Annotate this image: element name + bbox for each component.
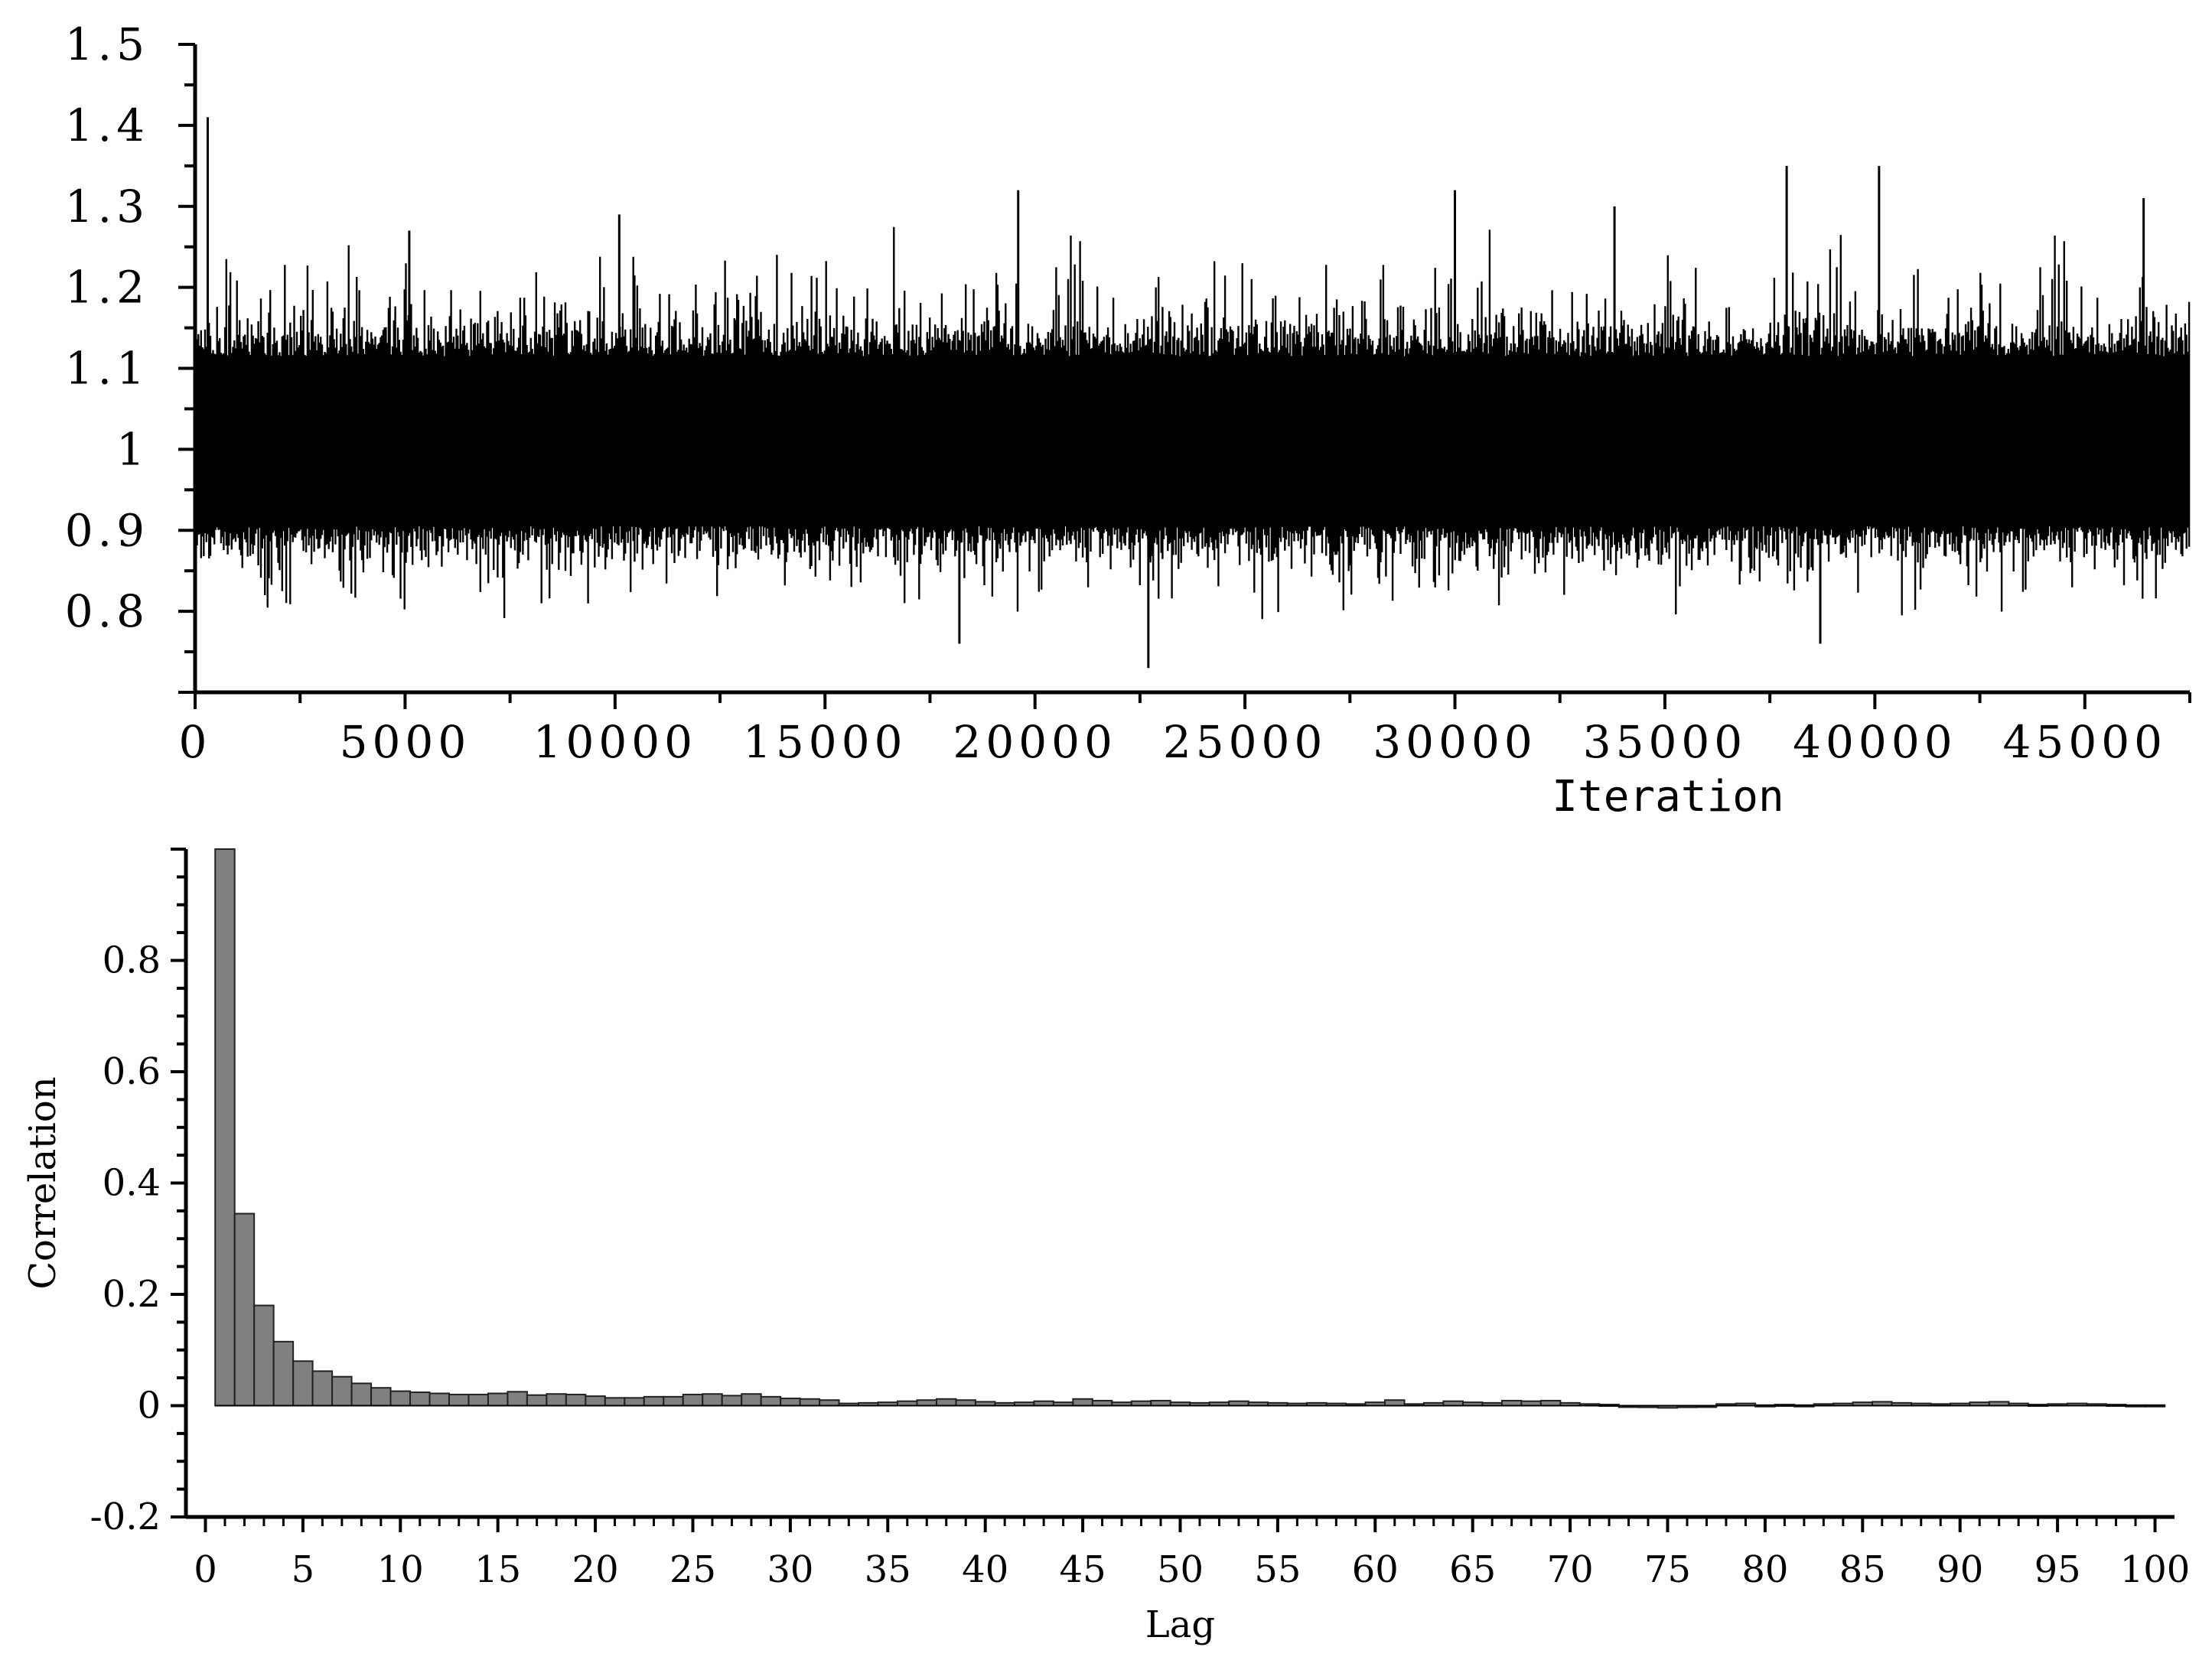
- acf-bar: [546, 1393, 567, 1407]
- acf-bar: [799, 1398, 821, 1407]
- trace-series: [194, 117, 2191, 669]
- acf-bar: [741, 1393, 762, 1407]
- autocorrelation-plot: -0.2 0 0.2 0.4 0.6 0.8 0 5 10 15 20 25 30 35 40 45 50 55…: [21, 848, 2190, 1646]
- trace-y-tick-label: 1.2: [65, 262, 149, 314]
- acf-x-tick-label: 20: [572, 1548, 619, 1591]
- acf-y-tick-label: 0.8: [103, 939, 161, 982]
- acf-bar: [624, 1397, 645, 1407]
- acf-bar: [780, 1398, 801, 1407]
- trace-x-tick-label: 45000: [2003, 716, 2168, 768]
- trace-x-tick-label: 30000: [1373, 716, 1537, 768]
- acf-x-tick-label: 100: [2120, 1548, 2191, 1591]
- acf-y-tick-label: 0: [137, 1385, 161, 1427]
- acf-x-tick-label: 75: [1644, 1548, 1691, 1591]
- acf-y-tick-label: -0.2: [90, 1496, 161, 1538]
- acf-bar: [526, 1394, 548, 1407]
- acf-bar: [233, 1212, 256, 1407]
- acf-x-tick-label: 40: [962, 1548, 1008, 1591]
- acf-y-tick-label: 0.6: [103, 1050, 161, 1093]
- acf-bar: [1384, 1399, 1406, 1407]
- acf-bar: [292, 1360, 314, 1407]
- acf-bar: [682, 1393, 704, 1407]
- acf-x-tick-label: 5: [292, 1548, 315, 1591]
- acf-bar: [487, 1392, 509, 1407]
- acf-bar: [955, 1399, 976, 1407]
- trace-y-tick-label: 1.1: [65, 343, 149, 395]
- acf-bar: [311, 1370, 334, 1407]
- trace-y-tick-label: 0.8: [65, 585, 149, 637]
- acf-bar: [467, 1393, 489, 1407]
- trace-x-axis-title: Iteration: [1552, 772, 1784, 822]
- acf-x-tick-label: 65: [1449, 1548, 1496, 1591]
- trace-x-tick-label: 40000: [1793, 716, 1957, 768]
- trace-x-tick-label: 0: [179, 716, 212, 768]
- acf-bar: [214, 848, 236, 1407]
- acf-bar: [428, 1392, 450, 1407]
- acf-bar: [819, 1399, 840, 1407]
- acf-x-axis-title: Lag: [1145, 1603, 1215, 1646]
- trace-x-tick-label: 10000: [533, 716, 698, 768]
- acf-y-ticks: -0.2 0 0.2 0.4 0.6 0.8: [90, 848, 186, 1538]
- acf-bar: [331, 1375, 353, 1407]
- trace-y-tick-label: 1.4: [65, 99, 149, 151]
- acf-bar: [663, 1395, 684, 1407]
- acf-bar: [916, 1399, 937, 1407]
- trace-x-tick-label: 15000: [743, 716, 907, 768]
- acf-bar: [370, 1387, 392, 1407]
- acf-bar: [585, 1395, 606, 1407]
- acf-x-tick-label: 45: [1060, 1548, 1106, 1591]
- trace-x-ticks: 0 5000 10000 15000 20000 25000 30000 35000 40000…: [179, 692, 2191, 768]
- acf-x-tick-label: 50: [1157, 1548, 1204, 1591]
- acf-bar: [702, 1393, 723, 1407]
- acf-bar: [272, 1340, 295, 1407]
- acf-bar: [935, 1398, 957, 1407]
- acf-x-tick-label: 0: [194, 1548, 217, 1591]
- acf-x-tick-label: 15: [474, 1548, 521, 1591]
- acf-x-tick-label: 25: [669, 1548, 716, 1591]
- acf-x-tick-label: 85: [1839, 1548, 1886, 1591]
- acf-x-tick-label: 30: [767, 1548, 813, 1591]
- acf-bar: [507, 1391, 528, 1407]
- acf-bar: [643, 1395, 665, 1407]
- trace-plot: 0.8 0.9 1 1.1 1.2 1.3 1.4 1.5 0 5000 10000 15000 20…: [65, 18, 2191, 822]
- acf-x-tick-label: 55: [1254, 1548, 1301, 1591]
- acf-bar: [1072, 1398, 1093, 1407]
- acf-x-tick-label: 90: [1937, 1548, 1983, 1591]
- acf-bar: [350, 1382, 373, 1407]
- acf-x-ticks: 0 5 10 15 20 25 30 35 40 45 50 55 60 65 70 75 80 85 90 95 10…: [194, 1517, 2190, 1591]
- trace-y-tick-label: 0.9: [65, 504, 149, 556]
- acf-x-tick-label: 60: [1352, 1548, 1399, 1591]
- trace-y-tick-label: 1: [116, 423, 149, 475]
- acf-x-tick-label: 70: [1547, 1548, 1594, 1591]
- acf-bar: [448, 1393, 470, 1407]
- acf-bar: [721, 1395, 743, 1407]
- trace-x-tick-label: 5000: [340, 716, 471, 768]
- acf-bar: [565, 1393, 587, 1407]
- acf-bar: [409, 1391, 431, 1407]
- trace-y-tick-label: 1.5: [65, 18, 149, 70]
- acf-bar: [760, 1395, 782, 1407]
- acf-bar: [253, 1304, 275, 1407]
- acf-x-tick-label: 35: [865, 1548, 911, 1591]
- trace-core-band: [197, 360, 2190, 522]
- trace-y-ticks: 0.8 0.9 1 1.1 1.2 1.3 1.4 1.5: [65, 18, 195, 694]
- trace-x-tick-label: 35000: [1583, 716, 1748, 768]
- acf-y-tick-label: 0.4: [103, 1162, 161, 1205]
- acf-x-tick-label: 10: [377, 1548, 424, 1591]
- acf-x-tick-label: 95: [2034, 1548, 2081, 1591]
- acf-bar: [389, 1390, 412, 1407]
- trace-y-tick-label: 1.3: [65, 181, 149, 233]
- acf-x-tick-label: 80: [1741, 1548, 1788, 1591]
- acf-bar: [604, 1397, 626, 1407]
- acf-y-axis-title: Correlation: [21, 1076, 64, 1289]
- trace-x-tick-label: 25000: [1163, 716, 1328, 768]
- acf-y-tick-label: 0.2: [103, 1273, 161, 1316]
- trace-x-tick-label: 20000: [953, 716, 1117, 768]
